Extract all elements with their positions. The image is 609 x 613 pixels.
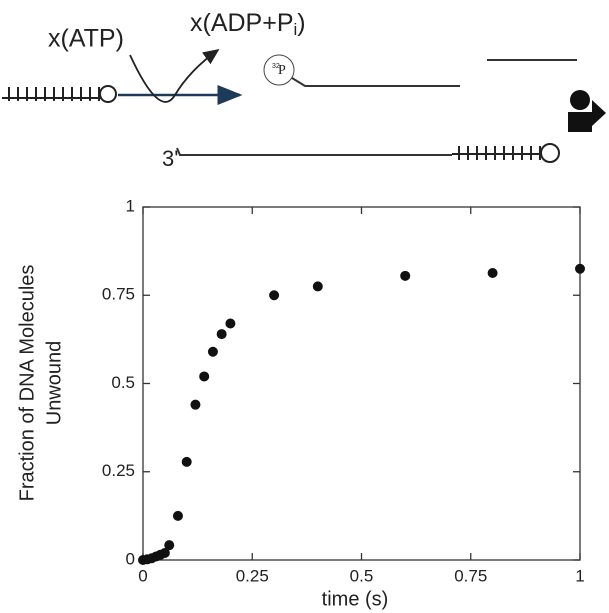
helicase (568, 90, 606, 132)
released-strand (291, 77, 460, 87)
data-point (575, 263, 585, 274)
x-tick-label: 0 (138, 566, 147, 585)
atp-label: x(ATP) (48, 25, 124, 53)
phosphorus: P (278, 63, 286, 78)
isotope-mass: 32 (272, 63, 280, 70)
x-tick-label: 1 (575, 566, 584, 585)
plot: time (s) Fraction of DNA Molecules Unwou… (16, 196, 585, 610)
data-point (190, 399, 201, 410)
three-prime-label: 3' (162, 146, 178, 171)
data-point (312, 281, 323, 292)
hairpin-stem (452, 146, 542, 160)
data-point (164, 540, 175, 551)
data-point (199, 371, 210, 382)
x-tick-label: 0.5 (350, 566, 374, 585)
template-strand (176, 147, 452, 156)
x-tick-label: 0.75 (454, 566, 487, 585)
x-axis-label: time (s) (322, 588, 389, 610)
y-tick-label: 0.25 (102, 461, 135, 480)
adp-sub: i (294, 20, 298, 39)
hairpin-stem (2, 87, 101, 101)
data-point (159, 547, 170, 558)
data-point (269, 290, 280, 301)
plot-frame (142, 206, 581, 561)
hairpin-loop (99, 85, 117, 103)
adp-close: ) (297, 9, 305, 37)
x-tick-label: 0.25 (236, 566, 269, 585)
y-tick-label: 0.5 (111, 373, 135, 392)
y-tick-label: 1 (126, 196, 135, 215)
atp-arrow (129, 48, 220, 103)
diagram: x(ATP) x(ADP+Pi) 32 P 3' (2, 9, 606, 171)
y-tick-label: 0 (126, 549, 135, 568)
label-circle (263, 54, 295, 86)
adp-text: x(ADP+P (190, 9, 294, 37)
data-point (181, 456, 192, 467)
y-tick-label: 0.75 (102, 285, 135, 304)
data-point (207, 346, 218, 357)
data-point (216, 329, 227, 340)
data-point (225, 318, 236, 329)
data-point (400, 270, 411, 281)
y-axis-label: Unwound (43, 341, 65, 426)
data-point (487, 268, 498, 279)
adp-label: x(ADP+Pi) (190, 9, 306, 40)
y-axis-label: Fraction of DNA Molecules (16, 265, 38, 502)
data-point (172, 510, 183, 521)
hairpin-loop (540, 143, 560, 163)
